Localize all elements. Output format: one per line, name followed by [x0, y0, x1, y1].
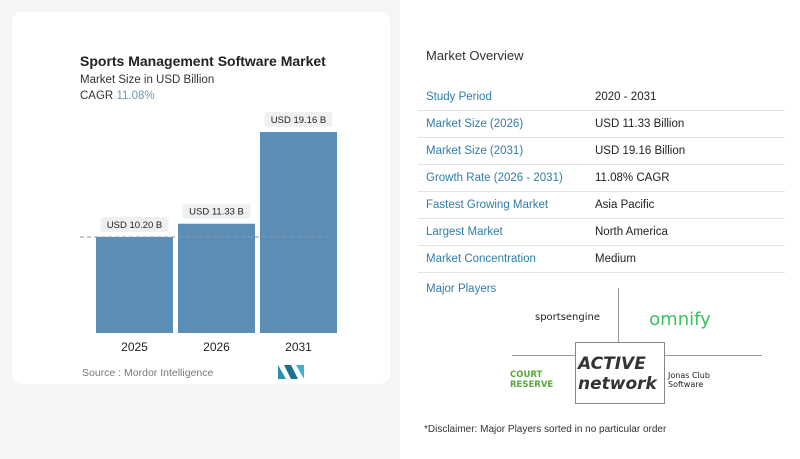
- logo-jonas: Jonas Club Software: [668, 371, 710, 389]
- data-label-bg: [182, 203, 251, 219]
- overview-row: Fastest Growing Market Asia Pacific: [418, 192, 785, 219]
- logo-active: ACTIVE network: [578, 354, 657, 394]
- mordor-logo-icon: [278, 365, 304, 379]
- overview-title: Market Overview: [426, 48, 524, 63]
- row-label: Market Concentration: [426, 253, 536, 265]
- x-tick-label: 2025: [121, 340, 148, 354]
- data-label: USD 11.33 B: [189, 207, 244, 218]
- row-label: Market Size (2026): [426, 118, 524, 130]
- source: Source : Mordor Intelligence: [82, 367, 214, 379]
- bar-2025: [96, 236, 173, 333]
- chart-title: Sports Management Software Market: [80, 53, 326, 69]
- logo-omnify: omnify: [649, 308, 711, 330]
- bar-2026: [178, 223, 255, 333]
- row-value: USD 11.33 Billion: [595, 118, 685, 130]
- logo-sportsengine: sportsengine: [534, 312, 601, 323]
- row-label: Largest Market: [426, 226, 503, 238]
- x-tick-label: 2026: [203, 340, 230, 354]
- row-value: North America: [595, 226, 668, 238]
- row-value: Asia Pacific: [595, 199, 655, 211]
- bar-chart: USD 10.20 B 2025 USD 11.33 B 2026 USD 19.16 …: [80, 112, 337, 354]
- overview-row: Growth Rate (2026 - 2031) 11.08% CAGR: [418, 165, 785, 192]
- row-label: Growth Rate (2026 - 2031): [426, 172, 563, 184]
- row-value: USD 19.16 Billion: [595, 145, 686, 157]
- data-label: USD 10.20 B: [107, 220, 162, 231]
- data-label: USD 19.16 B: [271, 115, 326, 126]
- overview-row: Market Concentration Medium: [418, 246, 785, 273]
- row-label: Study Period: [426, 91, 492, 103]
- logo-courtreserve: COURT RESERVE: [510, 370, 554, 390]
- cagr-value: 11.08%: [116, 90, 155, 102]
- x-tick-label: 2031: [285, 340, 312, 354]
- bar-2031: [260, 132, 337, 333]
- overview-row: Study Period 2020 - 2031: [418, 84, 785, 111]
- row-label: Market Size (2031): [426, 145, 524, 157]
- data-label-bg: [264, 112, 333, 127]
- row-value: 2020 - 2031: [595, 91, 657, 103]
- overview-row: Market Size (2031) USD 19.16 Billion: [418, 138, 785, 165]
- chart-subtitle: Market Size in USD Billion: [80, 74, 215, 86]
- data-label-bg: [100, 216, 169, 232]
- overview-row: Largest Market North America: [418, 219, 785, 246]
- cagr-label: CAGR: [80, 90, 114, 102]
- cagr: CAGR 11.08%: [80, 90, 155, 102]
- overview-row: Market Size (2026) USD 11.33 Billion: [418, 111, 785, 138]
- row-label: Fastest Growing Market: [426, 199, 549, 211]
- major-players-title: Major Players: [426, 283, 497, 295]
- row-value: 11.08% CAGR: [595, 172, 670, 184]
- disclaimer: *Disclaimer: Major Players sorted in no …: [424, 424, 667, 435]
- row-value: Medium: [595, 253, 636, 265]
